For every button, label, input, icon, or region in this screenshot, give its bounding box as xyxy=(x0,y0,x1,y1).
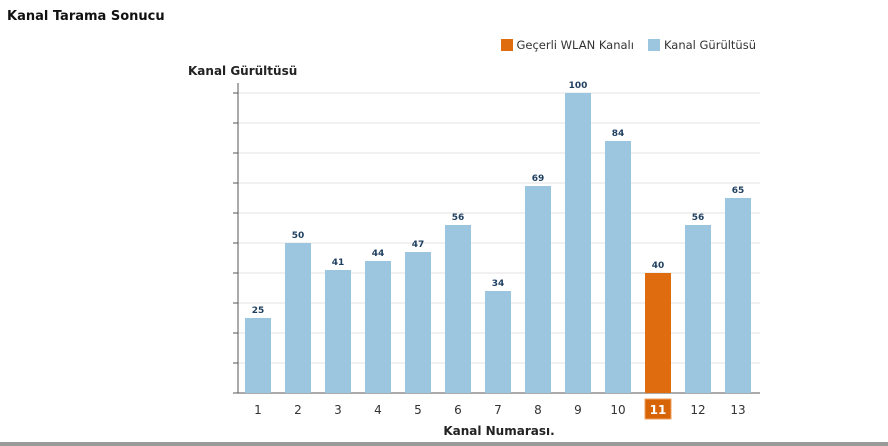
bar-10 xyxy=(605,141,631,393)
legend: Geçerli WLAN Kanalı Kanal Gürültüsü xyxy=(500,38,756,52)
data-label: 56 xyxy=(692,213,705,223)
data-label: 25 xyxy=(252,306,265,316)
bar-2 xyxy=(285,243,311,393)
bar-6 xyxy=(445,225,471,393)
x-tick-label: 4 xyxy=(374,403,382,417)
legend-item-noise: Kanal Gürültüsü xyxy=(647,38,756,52)
data-label: 65 xyxy=(732,186,745,196)
legend-label: Geçerli WLAN Kanalı xyxy=(516,38,634,52)
data-label: 44 xyxy=(372,249,385,259)
bar-9 xyxy=(565,93,591,393)
bar-1 xyxy=(245,318,271,393)
bar-12 xyxy=(685,225,711,393)
bottom-scrollbar[interactable] xyxy=(0,442,888,446)
data-label: 56 xyxy=(452,213,465,223)
x-tick-label: 10 xyxy=(610,403,625,417)
x-tick-label: 1 xyxy=(254,403,262,417)
x-tick-label: 2 xyxy=(294,403,302,417)
page-title: Kanal Tarama Sonucu xyxy=(7,9,165,24)
x-tick-label: 11 xyxy=(650,403,667,417)
legend-label: Kanal Gürültüsü xyxy=(663,38,756,52)
bar-7 xyxy=(485,291,511,393)
data-label: 84 xyxy=(612,129,625,139)
data-label: 40 xyxy=(652,261,665,271)
x-tick-label: 8 xyxy=(534,403,542,417)
legend-item-current: Geçerli WLAN Kanalı xyxy=(500,38,634,52)
x-tick-label: 9 xyxy=(574,403,582,417)
bar-8 xyxy=(525,186,551,393)
x-tick-label: 5 xyxy=(414,403,422,417)
legend-swatch xyxy=(647,39,660,51)
data-label: 34 xyxy=(492,279,505,289)
legend-swatch xyxy=(500,39,513,51)
x-tick-label: 7 xyxy=(494,403,502,417)
x-tick-label: 12 xyxy=(690,403,705,417)
x-tick-label: 3 xyxy=(334,403,342,417)
bar-4 xyxy=(365,261,391,393)
x-axis-label: Kanal Numarası. xyxy=(443,424,554,438)
x-tick-label: 13 xyxy=(730,403,745,417)
data-label: 50 xyxy=(292,231,305,241)
bar-11 xyxy=(645,273,671,393)
highlight-tick-bg xyxy=(644,398,672,420)
data-label: 69 xyxy=(532,174,545,184)
bar-3 xyxy=(325,270,351,393)
data-label: 41 xyxy=(332,258,345,268)
data-label: 47 xyxy=(412,240,425,250)
y-axis-label: Kanal Gürültüsü xyxy=(188,64,298,78)
bar-5 xyxy=(405,252,431,393)
x-tick-label: 6 xyxy=(454,403,462,417)
data-label: 100 xyxy=(569,81,588,91)
bar-13 xyxy=(725,198,751,393)
